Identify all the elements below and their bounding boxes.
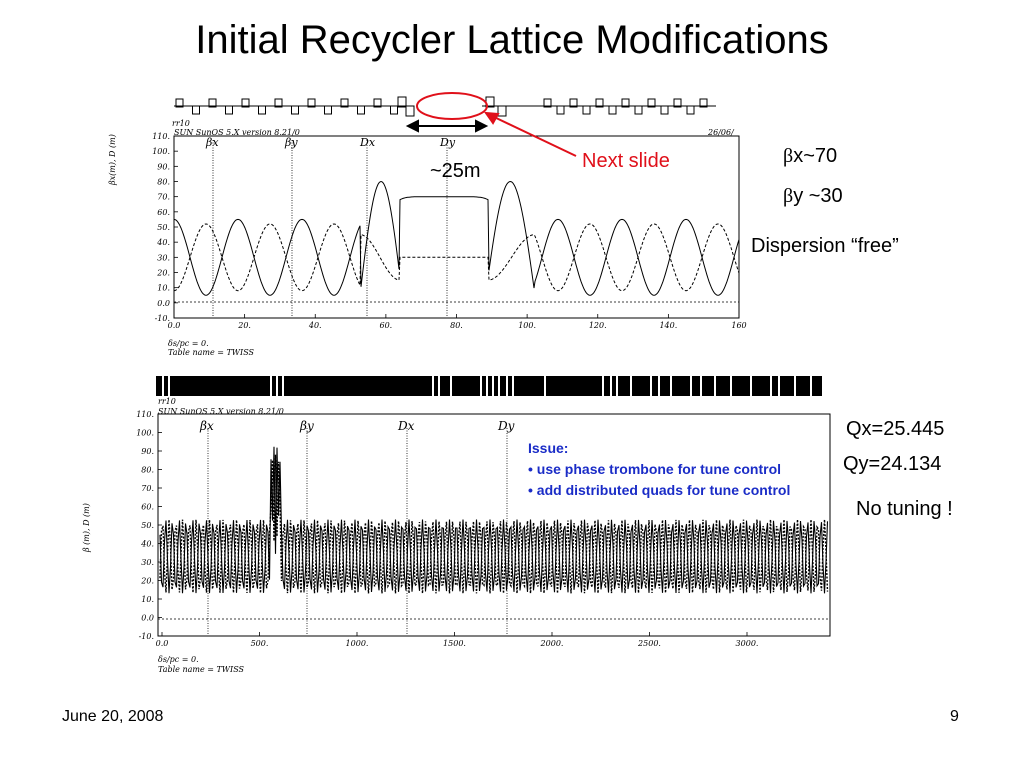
x-tick-label: 500. — [251, 639, 269, 648]
qx-note: Qx=25.445 — [846, 418, 945, 440]
y-tick-label: 50. — [157, 223, 170, 232]
y-tick-label: -10. — [139, 632, 154, 641]
top-curve-beta-x — [173, 180, 740, 296]
x-tick-label: 2500. — [637, 639, 661, 648]
next-slide-arrow — [483, 111, 577, 157]
beta-x-value: x~70 — [793, 145, 838, 167]
beta-y-value: y ~30 — [793, 185, 843, 207]
bottom-plot-rr10: rr10 — [158, 397, 176, 406]
top-plot-header: SUN SunOS 5.X version 8.21/0 — [174, 128, 300, 137]
bottom-plot-header: SUN SunOS 5.X version 8.21/0 — [158, 407, 284, 416]
issue-box: Issue: • use phase trombone for tune con… — [528, 438, 790, 501]
x-tick-label: 1000. — [346, 639, 369, 648]
x-tick-label: 20. — [237, 321, 251, 330]
bottom-y-ticks: 110. 100. 90. 80. 70. 60. 50. 40. 30. 20. 10. 0.0 -1… — [136, 410, 162, 641]
y-tick-label: 90. — [141, 447, 154, 456]
y-tick-label: 20. — [156, 269, 170, 278]
y-tick-label: 80. — [141, 466, 154, 475]
x-tick-label: 140. — [659, 321, 677, 330]
footer-date: June 20, 2008 — [62, 708, 164, 725]
bottom-marker-bx: βx — [199, 419, 214, 433]
top-marker-by: βy — [284, 136, 298, 149]
top-plot-footer2: Table name = TWISS — [168, 348, 255, 357]
highlight-ellipse — [416, 92, 488, 120]
y-tick-label: 10. — [157, 284, 170, 293]
y-tick-label: 60. — [141, 503, 154, 512]
x-tick-label: 160 — [731, 321, 746, 330]
y-tick-label: 60. — [157, 208, 170, 217]
page-number: 9 — [950, 708, 959, 725]
bottom-curve-beta-y — [159, 454, 829, 594]
y-tick-label: 40. — [156, 238, 170, 247]
issue-item: • use phase trombone for tune control — [528, 461, 782, 477]
y-tick-label: 30. — [141, 558, 154, 567]
x-tick-label: 100. — [518, 321, 536, 330]
next-slide-label: Next slide — [582, 150, 670, 172]
top-curve-beta-y — [173, 223, 740, 292]
beta-x-symbol: β — [783, 145, 794, 167]
y-tick-label: 90. — [157, 162, 170, 171]
qy-note: Qy=24.134 — [843, 453, 942, 475]
distance-label: ~25m — [430, 160, 481, 182]
y-tick-label: 70. — [141, 484, 154, 493]
top-plot-rr10: rr10 — [172, 119, 190, 128]
bottom-plot-ylabel: β (m), D (m) — [82, 503, 91, 552]
y-tick-label: 30. — [157, 253, 170, 262]
x-tick-label: 40. — [308, 321, 322, 330]
bottom-x-ticks: 0.0 500. 1000. 1500. 2000. 2500. 3000. — [156, 632, 759, 648]
top-plot-footer1: δs/pc = 0. — [168, 339, 209, 348]
y-tick-label: 110. — [152, 132, 170, 141]
dispersion-note: Dispersion “free” — [751, 235, 899, 257]
bottom-plot-footer2: Table name = TWISS — [158, 665, 245, 674]
bottom-marker-dx: Dx — [397, 419, 415, 433]
x-tick-label: 80. — [450, 321, 463, 330]
top-lattice-strip — [174, 96, 716, 117]
no-tuning-note: No tuning ! — [856, 498, 953, 520]
bottom-plot-footer1: δs/pc = 0. — [158, 655, 199, 664]
y-tick-label: 10. — [141, 595, 154, 604]
top-plot-header-right: 26/06/ — [707, 128, 735, 137]
bottom-lattice-strip — [156, 376, 822, 396]
bottom-curve-beta-x — [159, 446, 829, 594]
x-tick-label: 3000. — [736, 639, 759, 648]
y-tick-label: 80. — [157, 178, 170, 187]
y-tick-label: 50. — [141, 521, 154, 530]
issue-item: • add distributed quads for tune control — [528, 482, 791, 498]
y-tick-label: 0.0 — [141, 614, 154, 623]
bottom-lattice-plot: rr10 SUN SunOS 5.X version 8.21/0 110. 10… — [136, 376, 831, 674]
y-tick-label: 100. — [136, 429, 154, 438]
y-tick-label: 110. — [136, 410, 154, 419]
top-marker-bx: βx — [205, 136, 219, 149]
beta-x-note: βx~70 — [783, 145, 837, 168]
top-lattice-plot: rr10 SUN SunOS 5.X version 8.21/0 26/06/… — [152, 92, 747, 348]
x-tick-label: 0.0 — [168, 321, 181, 330]
beta-y-note: βy ~30 — [783, 185, 843, 208]
slide-title: Initial Recycler Lattice Modifications — [195, 18, 829, 62]
top-plot-ylabel: βx(m), D (m) — [108, 134, 117, 185]
y-tick-label: 0.0 — [157, 299, 170, 308]
beta-y-symbol: β — [783, 185, 794, 207]
top-marker-labels: βx βy Dx Dy — [205, 136, 456, 149]
top-x-ticks: 0.0 20. 40. 60. 80. 100. 120. 140. 160 — [168, 314, 747, 330]
bottom-marker-dy: Dy — [497, 419, 515, 433]
y-tick-label: 100. — [152, 147, 170, 156]
distance-arrow — [405, 119, 489, 133]
x-tick-label: 2000. — [540, 639, 564, 648]
issue-heading: Issue: — [528, 440, 569, 456]
bottom-marker-by: βy — [299, 419, 314, 433]
y-tick-label: -10. — [155, 314, 170, 323]
y-tick-label: 20. — [140, 577, 154, 586]
x-tick-label: 120. — [589, 321, 607, 330]
y-tick-label: 70. — [157, 193, 170, 202]
y-tick-label: 40. — [140, 540, 154, 549]
top-marker-dx: Dx — [359, 136, 376, 149]
top-y-ticks: 110. 100. 90. 80. 70. 60. 50. 40. 30. 20. 10. 0.0 -1… — [152, 132, 178, 323]
top-marker-dy: Dy — [439, 136, 456, 149]
x-tick-label: 1500. — [443, 639, 466, 648]
bottom-marker-lines — [207, 428, 508, 636]
bottom-marker-labels: βx βy Dx Dy — [199, 419, 515, 433]
top-marker-lines — [212, 140, 448, 318]
x-tick-label: 0.0 — [156, 639, 169, 648]
x-tick-label: 60. — [380, 321, 393, 330]
